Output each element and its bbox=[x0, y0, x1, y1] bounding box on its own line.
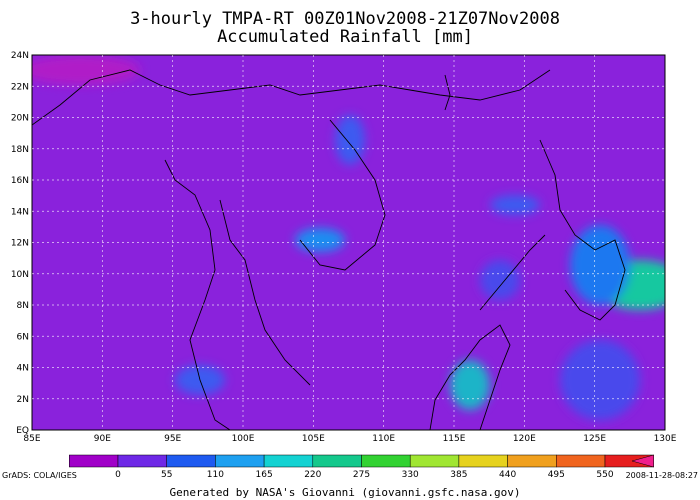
coastlines bbox=[32, 69, 626, 430]
lat-label: 20N bbox=[11, 114, 29, 124]
lon-label: 90E bbox=[94, 434, 111, 444]
lat-label: 12N bbox=[11, 239, 29, 249]
coastline bbox=[299, 119, 386, 271]
colorbar-segment bbox=[117, 454, 167, 468]
lat-label: 16N bbox=[11, 176, 29, 186]
coastline bbox=[429, 324, 511, 430]
lon-label: 120E bbox=[513, 434, 536, 444]
colorbar-arrow bbox=[631, 454, 654, 468]
coastline bbox=[539, 139, 626, 321]
rain-blob bbox=[295, 228, 345, 252]
colorbar-segment bbox=[361, 454, 411, 468]
lat-label: 8N bbox=[17, 301, 29, 311]
colorbar-label: 220 bbox=[304, 470, 321, 480]
lon-label: 95E bbox=[164, 434, 181, 444]
colorbar-label: 275 bbox=[353, 470, 370, 480]
coastline bbox=[32, 69, 551, 126]
colorbar-label: 440 bbox=[499, 470, 516, 480]
colorbar-segment bbox=[507, 454, 557, 468]
lat-label: 10N bbox=[11, 270, 29, 280]
rain-blob bbox=[560, 340, 640, 420]
lat-label: 22N bbox=[11, 82, 29, 92]
lon-label: 85E bbox=[23, 434, 40, 444]
colorbar-label: 495 bbox=[548, 470, 565, 480]
lon-label: 115E bbox=[443, 434, 466, 444]
rain-blob bbox=[32, 55, 140, 85]
footer-right: 2008-11-28-08:27 bbox=[626, 471, 698, 480]
lat-label: 4N bbox=[17, 364, 29, 374]
coastline bbox=[219, 199, 311, 386]
lon-label: 130E bbox=[654, 434, 677, 444]
lon-label: 100E bbox=[232, 434, 255, 444]
coastline bbox=[444, 74, 451, 111]
lat-label: EQ bbox=[16, 426, 29, 436]
colorbar-segment bbox=[263, 454, 314, 468]
colorbar-label: 550 bbox=[596, 470, 613, 480]
rain-blob bbox=[490, 195, 540, 215]
lat-label: 18N bbox=[11, 145, 29, 155]
coastline bbox=[164, 159, 231, 430]
colorbar-label: 165 bbox=[256, 470, 273, 480]
rain-blob bbox=[450, 360, 490, 410]
colorbar-segment bbox=[312, 454, 362, 468]
lon-label: 110E bbox=[372, 434, 395, 444]
rain-field bbox=[32, 55, 665, 420]
colorbar-label: 385 bbox=[450, 470, 467, 480]
title-line-2: Accumulated Rainfall [mm] bbox=[217, 27, 473, 47]
rain-blob bbox=[335, 115, 365, 165]
colorbar-label: 110 bbox=[207, 470, 224, 480]
lon-label: 105E bbox=[302, 434, 325, 444]
lon-label: 125E bbox=[583, 434, 606, 444]
colorbar-segment bbox=[556, 454, 606, 468]
colorbar-segment bbox=[166, 454, 216, 468]
lat-label: 2N bbox=[17, 395, 29, 405]
rain-blob bbox=[480, 260, 520, 300]
footer-center: Generated by NASA's Giovanni (giovanni.g… bbox=[170, 486, 521, 499]
lat-label: 14N bbox=[11, 207, 29, 217]
footer-left: GrADS: COLA/IGES bbox=[2, 471, 77, 480]
colorbar-segment bbox=[69, 454, 119, 468]
lat-label: 24N bbox=[11, 51, 29, 61]
colorbar-label: 330 bbox=[402, 470, 419, 480]
title-line-1: 3-hourly TMPA-RT 00Z01Nov2008-21Z07Nov20… bbox=[130, 9, 560, 29]
colorbar-segment bbox=[409, 454, 460, 468]
lat-label: 6N bbox=[17, 332, 29, 342]
rain-blob bbox=[570, 225, 630, 305]
colorbar-label: 0 bbox=[115, 470, 121, 480]
colorbar-label: 55 bbox=[161, 470, 172, 480]
colorbar-segment bbox=[215, 454, 265, 468]
colorbar-segment bbox=[458, 454, 508, 468]
